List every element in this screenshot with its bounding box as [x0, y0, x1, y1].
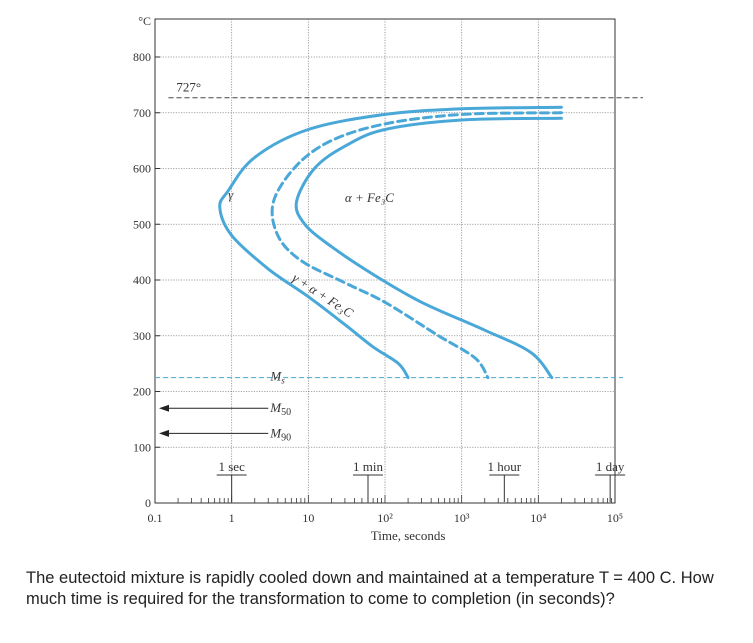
y-tick-label: 400 [133, 273, 151, 287]
ms-label: Ms [269, 369, 285, 386]
y-tick-label: 0 [145, 496, 151, 510]
y-tick-label: 100 [133, 440, 151, 454]
curve-start [218, 105, 563, 380]
region-label: α + Fe₃C [345, 190, 394, 205]
arrow-head-icon [159, 429, 169, 437]
question-text: The eutectoid mixture is rapidly cooled … [26, 569, 714, 608]
y-axis-label: °C [138, 14, 151, 28]
x-tick-label: 0.1 [148, 511, 163, 525]
arrow-head-icon [159, 404, 169, 412]
curve-50% [270, 111, 563, 380]
y-tick-label: 600 [133, 162, 151, 176]
martensite-label: M50 [269, 400, 291, 418]
region-label: γ [228, 187, 234, 202]
time-marker-label: 1 hour [488, 459, 522, 474]
x-tick-label: 1 [229, 511, 235, 525]
time-marker-label: 1 day [596, 459, 625, 474]
time-marker-label: 1 sec [218, 459, 245, 474]
y-tick-label: 700 [133, 106, 151, 120]
eutectoid-label: 727° [176, 80, 201, 95]
martensite-label: M90 [269, 425, 291, 443]
x-tick-label: 10⁵ [607, 511, 623, 525]
reference-lines: 727° Ms M50 M90 [155, 80, 643, 443]
x-tick-label: 10⁴ [530, 511, 546, 525]
ttt-diagram: 727° Ms M50 M90 0 100 200 300 400 500 600 700 800 °C… [133, 14, 643, 543]
y-tick-label: 500 [133, 217, 151, 231]
x-tick-label: 10 [302, 511, 314, 525]
x-tick-label: 10² [377, 511, 393, 525]
y-tick-label: 800 [133, 50, 151, 64]
martensite-subscript: 50 [281, 407, 291, 418]
y-tick-label: 200 [133, 385, 151, 399]
x-axis-label: Time, seconds [371, 528, 446, 543]
series [218, 105, 563, 380]
martensite-subscript: 90 [281, 432, 291, 443]
x-tick-label: 10³ [454, 511, 470, 525]
gridlines [155, 19, 615, 503]
time-marker-label: 1 min [353, 459, 383, 474]
ms-subscript: s [281, 376, 285, 386]
region-label: γ + α + Fe₃C [290, 270, 357, 321]
y-tick-label: 300 [133, 329, 151, 343]
axes: 0 100 200 300 400 500 600 700 800 °C 0.1 1 10 10² 10³ 1… [133, 14, 623, 543]
curve-finish [294, 116, 563, 380]
